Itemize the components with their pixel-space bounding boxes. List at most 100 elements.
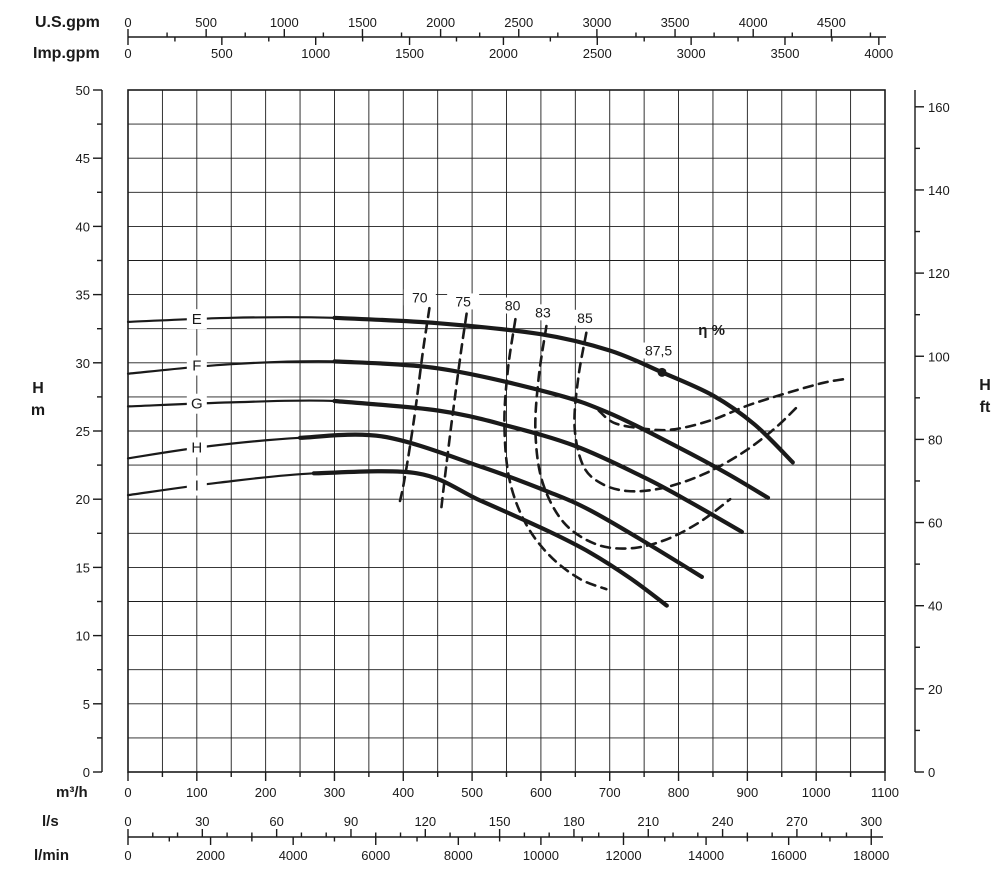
h-m-tick-label: 50 bbox=[76, 83, 90, 98]
us-gpm-tick-label: 1500 bbox=[348, 15, 377, 30]
ls-tick-label: 60 bbox=[269, 814, 283, 829]
h-m-tick-label: 15 bbox=[76, 560, 90, 575]
eff-label-bg bbox=[568, 309, 601, 326]
eff-label-bg bbox=[447, 293, 480, 310]
curve-H-bold bbox=[297, 432, 704, 579]
h-ft-tick-label: 80 bbox=[928, 432, 942, 447]
h-ft-tick-label: 20 bbox=[928, 682, 942, 697]
ls-tick-label: 210 bbox=[637, 814, 659, 829]
lmin-tick-label: 6000 bbox=[361, 848, 390, 863]
ls-tick-label: 240 bbox=[712, 814, 734, 829]
curve-G bbox=[126, 399, 743, 533]
h-m-tick-label: 40 bbox=[76, 219, 90, 234]
h-m-tick-label: 30 bbox=[76, 356, 90, 371]
m3h-tick-label: 300 bbox=[324, 785, 346, 800]
m3h-tick-label: 200 bbox=[255, 785, 277, 800]
curve-label-bg bbox=[186, 393, 207, 414]
eff-label-bg bbox=[496, 297, 529, 314]
bep-marker bbox=[657, 367, 667, 377]
us-gpm-tick-label: 500 bbox=[195, 15, 217, 30]
imp-gpm-tick-label: 0 bbox=[124, 46, 131, 61]
curve-label-G: G bbox=[191, 396, 203, 413]
efficiency-label-83: 83 bbox=[535, 304, 551, 320]
m3h-tick-label: 1100 bbox=[871, 785, 899, 800]
curve-label-H: H bbox=[191, 439, 202, 456]
imp-gpm-tick-label: 1500 bbox=[395, 46, 424, 61]
lmin-tick-label: 10000 bbox=[523, 848, 559, 863]
ls-tick-label: 120 bbox=[414, 814, 436, 829]
curve-label-bg bbox=[186, 437, 207, 458]
efficiency-curve-87,5 bbox=[597, 377, 845, 432]
unit-imp-gpm: Imp.gpm bbox=[33, 45, 100, 62]
us-gpm-tick-label: 0 bbox=[124, 15, 131, 30]
h-ft-tick-label: 40 bbox=[928, 599, 942, 614]
ls-tick-label: 0 bbox=[124, 814, 131, 829]
us-gpm-tick-label: 2500 bbox=[504, 15, 533, 30]
lmin-tick-label: 16000 bbox=[771, 848, 807, 863]
ls-tick-label: 30 bbox=[195, 814, 209, 829]
us-gpm-tick-label: 3000 bbox=[582, 15, 611, 30]
efficiency-label-80: 80 bbox=[505, 298, 521, 314]
curve-G-bold bbox=[332, 398, 744, 534]
curve-E-bold bbox=[332, 315, 795, 465]
h-m-tick-label: 35 bbox=[76, 288, 90, 303]
lmin-tick-label: 12000 bbox=[605, 848, 641, 863]
h-ft-tick-label: 100 bbox=[928, 349, 950, 364]
imp-gpm-tick-label: 2500 bbox=[583, 46, 612, 61]
ls-tick-label: 90 bbox=[344, 814, 358, 829]
eff-label-bg bbox=[526, 304, 559, 321]
curve-label-bg bbox=[186, 475, 207, 496]
lmin-tick-label: 18000 bbox=[853, 848, 889, 863]
m3h-tick-label: 800 bbox=[668, 785, 690, 800]
m3h-tick-label: 700 bbox=[599, 785, 621, 800]
imp-gpm-tick-label: 2000 bbox=[489, 46, 518, 61]
m3h-tick-label: 0 bbox=[124, 785, 131, 800]
h-ft-tick-label: 0 bbox=[928, 765, 935, 780]
imp-gpm-tick-label: 500 bbox=[211, 46, 233, 61]
m3h-tick-label: 100 bbox=[186, 785, 208, 800]
curve-E bbox=[126, 316, 794, 464]
h-m-tick-label: 25 bbox=[76, 424, 90, 439]
ls-tick-label: 150 bbox=[489, 814, 511, 829]
h-m-tick-label: 45 bbox=[76, 151, 90, 166]
curve-label-bg bbox=[186, 309, 207, 330]
h-ft-tick-label: 60 bbox=[928, 516, 942, 531]
curve-label-I: I bbox=[195, 478, 199, 495]
m3h-tick-label: 900 bbox=[737, 785, 759, 800]
lmin-tick-label: 2000 bbox=[196, 848, 225, 863]
m3h-tick-label: 400 bbox=[392, 785, 414, 800]
ls-tick-label: 180 bbox=[563, 814, 585, 829]
m3h-tick-label: 1000 bbox=[802, 785, 831, 800]
imp-gpm-tick-label: 4000 bbox=[864, 46, 893, 61]
unit-m: m bbox=[31, 402, 45, 419]
imp-gpm-tick-label: 3000 bbox=[677, 46, 706, 61]
imp-gpm-tick-label: 1000 bbox=[301, 46, 330, 61]
h-m-tick-label: 5 bbox=[83, 697, 90, 712]
efficiency-label-85: 85 bbox=[577, 310, 593, 326]
us-gpm-tick-label: 3500 bbox=[661, 15, 690, 30]
us-gpm-tick-label: 4000 bbox=[739, 15, 768, 30]
us-gpm-tick-label: 2000 bbox=[426, 15, 455, 30]
us-gpm-tick-label: 4500 bbox=[817, 15, 846, 30]
unit-ls: l/s bbox=[42, 813, 59, 830]
curve-label-bg bbox=[186, 355, 207, 376]
unit-h-right: H bbox=[979, 377, 991, 394]
efficiency-curve-70 bbox=[397, 306, 431, 506]
efficiency-curve-85 bbox=[573, 331, 801, 493]
h-ft-tick-label: 160 bbox=[928, 100, 950, 115]
lmin-tick-label: 0 bbox=[124, 848, 131, 863]
efficiency-label-70: 70 bbox=[412, 289, 428, 305]
lmin-tick-label: 14000 bbox=[688, 848, 724, 863]
lmin-tick-label: 8000 bbox=[444, 848, 473, 863]
unit-m3h: m³/h bbox=[56, 784, 88, 801]
imp-gpm-tick-label: 3500 bbox=[771, 46, 800, 61]
h-ft-tick-label: 120 bbox=[928, 266, 950, 281]
efficiency-curve-75 bbox=[439, 312, 468, 512]
m3h-tick-label: 600 bbox=[530, 785, 552, 800]
unit-lmin: l/min bbox=[34, 847, 69, 864]
us-gpm-tick-label: 1000 bbox=[270, 15, 299, 30]
efficiency-curve-83 bbox=[534, 324, 732, 550]
unit-us-gpm: U.S.gpm bbox=[35, 14, 100, 31]
